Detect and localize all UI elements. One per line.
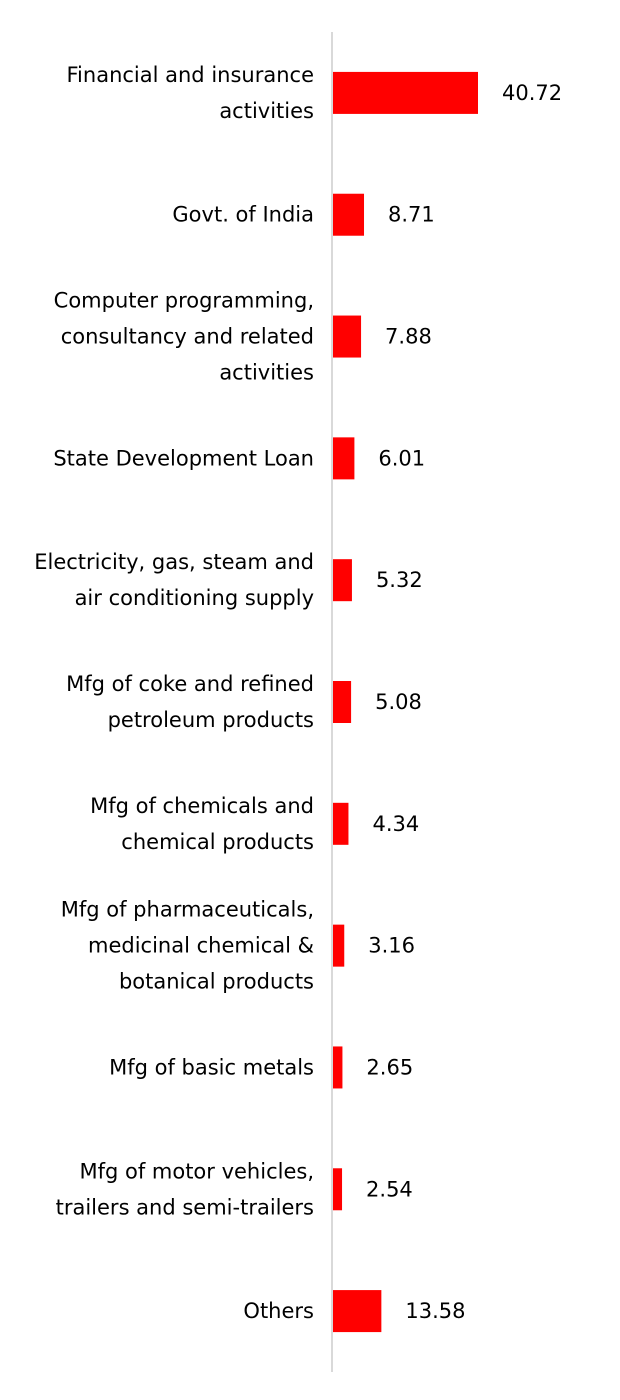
value-label: 13.58 [405, 1299, 465, 1323]
value-label: 7.88 [385, 325, 432, 349]
value-label: 4.34 [372, 812, 419, 836]
bar [333, 1290, 382, 1333]
value-label: 6.01 [378, 446, 425, 470]
category-label: Computer programming, [54, 289, 314, 313]
bar [333, 1168, 343, 1211]
bars-group [333, 71, 478, 1333]
value-label: 40.72 [502, 81, 562, 105]
bar [333, 924, 345, 967]
category-label: Mfg of basic metals [109, 1055, 314, 1079]
category-label: Govt. of India [172, 203, 314, 227]
category-label: Mfg of chemicals and [90, 794, 314, 818]
labels-group: 40.72 Financial and insurance activities 8.… [34, 63, 562, 1323]
category-label: Mfg of motor vehicles, [79, 1159, 314, 1183]
value-label: 5.08 [375, 690, 422, 714]
value-label: 2.65 [366, 1055, 413, 1079]
category-label: Mfg of pharmaceuticals, [61, 898, 314, 922]
value-label: 2.54 [366, 1177, 413, 1201]
category-label: chemical products [121, 830, 314, 854]
category-label: air conditioning supply [75, 586, 314, 610]
category-label: State Development Loan [53, 446, 314, 470]
category-label: activities [219, 99, 314, 123]
value-label: 3.16 [368, 934, 415, 958]
category-label: activities [219, 361, 314, 385]
category-label: consultancy and related [61, 325, 314, 349]
value-label: 5.32 [376, 568, 423, 592]
bar [333, 802, 349, 845]
bar [333, 1046, 343, 1089]
category-label: Financial and insurance [67, 63, 315, 87]
bar [333, 559, 352, 602]
bar [333, 315, 362, 358]
category-label: Others [243, 1299, 314, 1323]
category-label: petroleum products [108, 708, 314, 732]
category-label: medicinal chemical & [88, 934, 314, 958]
category-label: Electricity, gas, steam and [34, 550, 314, 574]
bar [333, 681, 352, 723]
category-label: botanical products [119, 970, 314, 994]
bar [333, 437, 355, 480]
category-label: trailers and semi-trailers [56, 1195, 314, 1219]
value-label: 8.71 [388, 203, 435, 227]
bar [333, 71, 478, 114]
bar [333, 193, 365, 236]
category-label: Mfg of coke and refined [66, 672, 314, 696]
